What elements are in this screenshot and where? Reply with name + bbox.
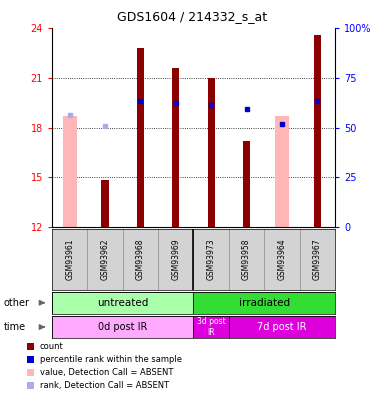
Bar — [52, 292, 193, 314]
Text: other: other — [4, 298, 30, 308]
Bar — [27, 369, 34, 376]
Text: GDS1604 / 214332_s_at: GDS1604 / 214332_s_at — [117, 10, 268, 23]
Text: GSM93968: GSM93968 — [136, 239, 145, 280]
Bar — [172, 68, 179, 227]
Bar — [27, 382, 34, 389]
Text: GSM93973: GSM93973 — [207, 239, 216, 280]
Bar — [243, 141, 250, 227]
Bar — [102, 181, 109, 227]
Text: GSM93961: GSM93961 — [65, 239, 74, 280]
Bar — [314, 35, 321, 227]
Text: rank, Detection Call = ABSENT: rank, Detection Call = ABSENT — [40, 381, 169, 390]
Bar — [27, 356, 34, 363]
Text: untreated: untreated — [97, 298, 148, 308]
Text: GSM93962: GSM93962 — [100, 239, 110, 280]
Bar — [52, 316, 193, 338]
Bar — [229, 316, 335, 338]
Text: GSM93964: GSM93964 — [277, 239, 286, 280]
Text: percentile rank within the sample: percentile rank within the sample — [40, 355, 182, 364]
Text: 3d post
IR: 3d post IR — [197, 318, 226, 337]
Bar — [208, 78, 215, 227]
Text: 7d post IR: 7d post IR — [257, 322, 306, 332]
Text: GSM93969: GSM93969 — [171, 239, 180, 280]
Text: GSM93967: GSM93967 — [313, 239, 322, 280]
Bar — [193, 292, 335, 314]
Bar — [63, 116, 77, 227]
Text: value, Detection Call = ABSENT: value, Detection Call = ABSENT — [40, 368, 173, 377]
Text: time: time — [4, 322, 26, 332]
Bar — [275, 116, 289, 227]
Bar — [137, 48, 144, 227]
Text: irradiated: irradiated — [239, 298, 290, 308]
Bar — [193, 316, 229, 338]
Text: GSM93958: GSM93958 — [242, 239, 251, 280]
Text: 0d post IR: 0d post IR — [98, 322, 147, 332]
Bar — [27, 343, 34, 350]
Text: count: count — [40, 342, 64, 351]
